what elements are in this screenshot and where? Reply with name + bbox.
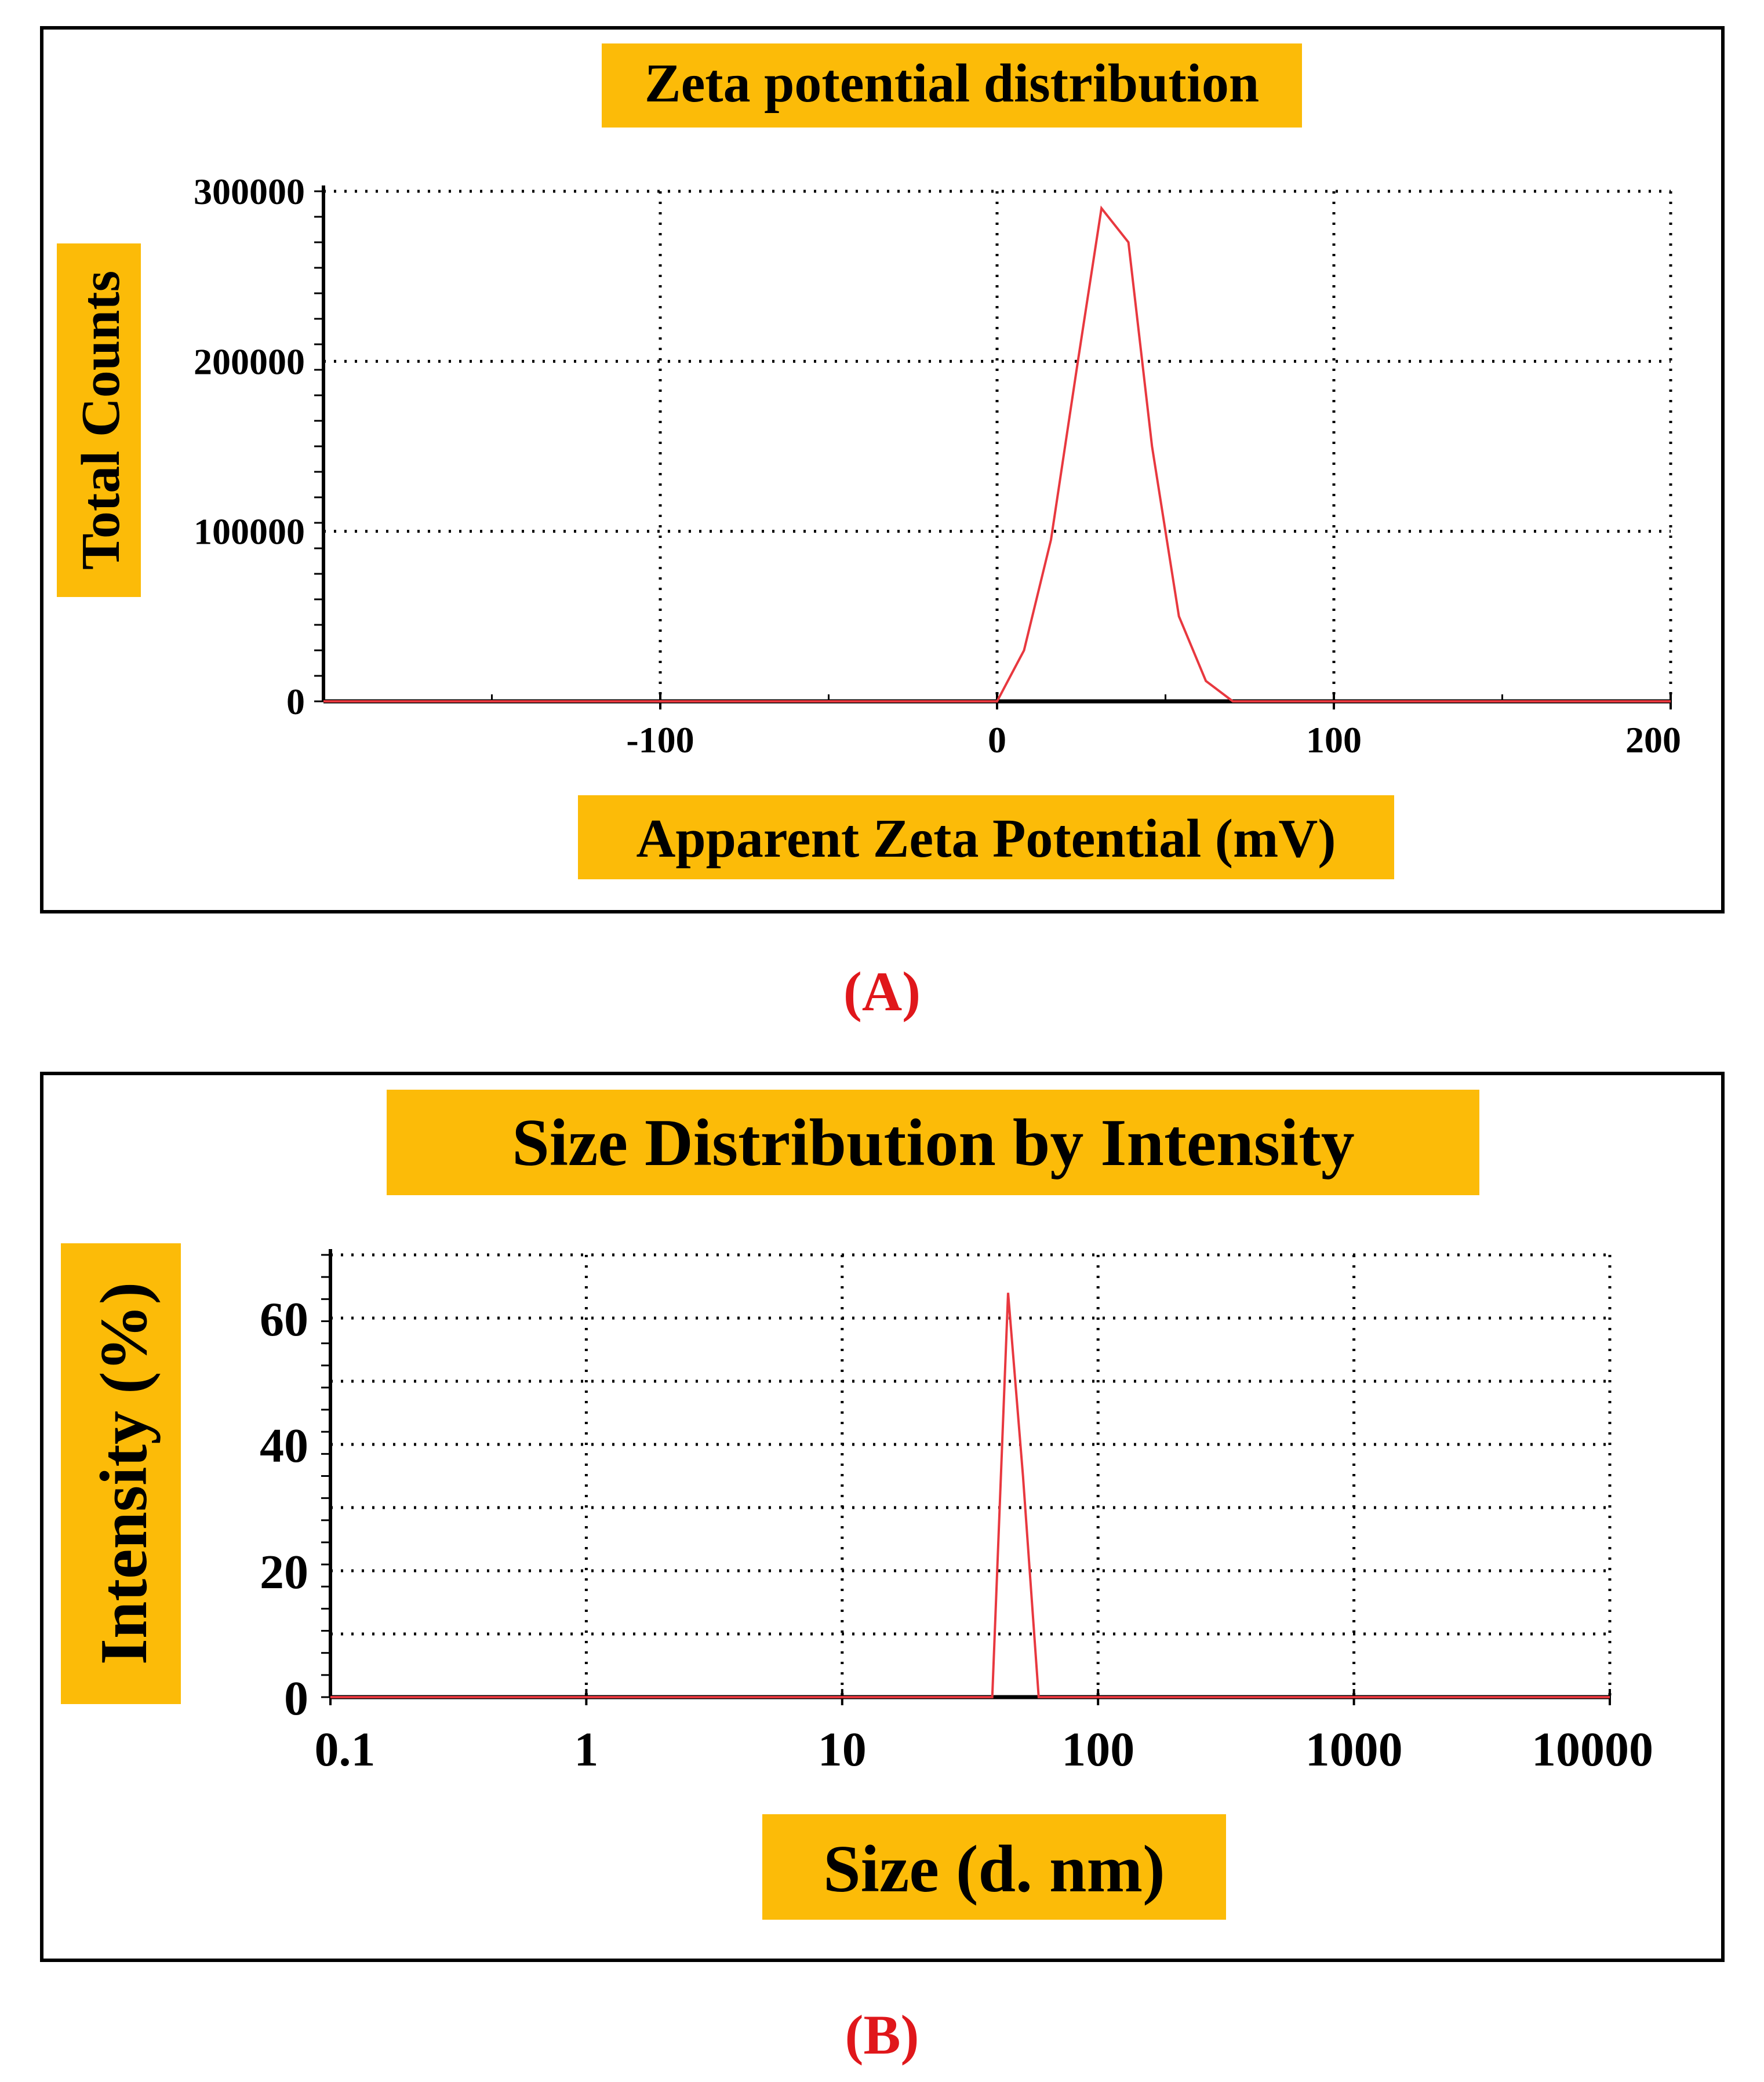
zeta-y-tick-labels: 0 100000 200000 300000 <box>194 171 305 722</box>
size-x-tick-label: 0.1 <box>315 1723 376 1777</box>
size-x-tick-labels: 0.1 1 10 100 1000 10000 <box>315 1723 1654 1777</box>
zeta-y-tick-label: 200000 <box>194 341 305 382</box>
size-y-tick-label: 40 <box>260 1419 308 1473</box>
zeta-gridlines <box>323 190 1672 701</box>
size-ylabel-highlight <box>61 1243 181 1704</box>
zeta-x-tick-label: -100 <box>626 719 694 760</box>
size-y-tick-label: 60 <box>260 1293 308 1346</box>
zeta-y-tick-label: 300000 <box>194 171 305 212</box>
size-ylabel: Intensity (%) <box>87 1282 161 1665</box>
size-y-tick-label: 20 <box>260 1545 308 1599</box>
size-series-line <box>330 1293 1610 1698</box>
zeta-title-highlight <box>602 43 1302 128</box>
size-x-tick-label: 1 <box>574 1723 598 1777</box>
zeta-y-tick-label: 0 <box>286 681 305 722</box>
zeta-ylabel: Total Counts <box>71 271 131 570</box>
size-title: Size Distribution by Intensity <box>512 1106 1354 1180</box>
zeta-title: Zeta potential distribution <box>645 53 1259 114</box>
zeta-x-tick-label: 200 <box>1625 719 1681 760</box>
size-x-tick-label: 10 <box>818 1723 867 1777</box>
size-y-tick-labels: 0 20 40 60 <box>260 1293 308 1726</box>
panel-b-caption: (B) <box>845 2004 919 2066</box>
zeta-chart-frame <box>40 26 1725 913</box>
zeta-chart-panel: Zeta potential distribution Total Counts… <box>40 26 1725 913</box>
size-xlabel: Size (d. nm) <box>823 1832 1165 1906</box>
zeta-y-tick-label: 100000 <box>194 511 305 552</box>
size-gridlines <box>329 1253 1612 1697</box>
size-chart-panel: Size Distribution by Intensity Intensity… <box>40 1072 1725 1962</box>
size-title-highlight <box>387 1090 1479 1195</box>
size-x-tick-label: 100 <box>1061 1723 1134 1777</box>
size-chart-frame <box>40 1072 1725 1962</box>
size-x-tick-label: 1000 <box>1305 1723 1403 1777</box>
zeta-ylabel-highlight <box>57 243 141 597</box>
panel-a-caption: (A) <box>843 960 921 1022</box>
zeta-x-tick-label: 100 <box>1306 719 1362 760</box>
zeta-x-tick-labels: -100 0 100 200 <box>626 719 1681 760</box>
zeta-xlabel-highlight <box>578 795 1394 879</box>
size-y-tick-label: 0 <box>284 1672 308 1726</box>
zeta-x-tick-label: 0 <box>988 719 1006 760</box>
size-xlabel-highlight <box>762 1814 1226 1920</box>
zeta-xlabel: Apparent Zeta Potential (mV) <box>636 809 1336 869</box>
zeta-series-line <box>323 205 1671 703</box>
size-x-tick-label: 10000 <box>1532 1723 1653 1777</box>
